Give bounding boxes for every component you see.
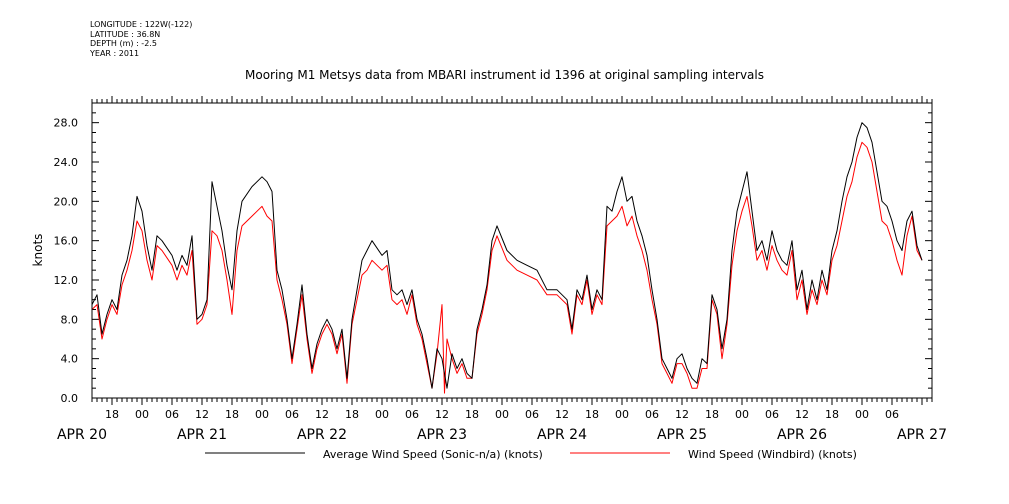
x-day-label: APR 24 xyxy=(537,427,587,443)
legend-label: Wind Speed (Windbird) (knots) xyxy=(688,448,857,461)
x-hour-tick-label: 12 xyxy=(675,408,689,421)
y-tick-label: 28.0 xyxy=(54,117,79,130)
x-hour-tick-label: 06 xyxy=(165,408,179,421)
x-hour-tick-label: 18 xyxy=(345,408,359,421)
series-line-sonic xyxy=(91,122,923,389)
meta-latitude: LATITUDE : 36.8N xyxy=(90,29,161,39)
x-hour-tick-label: 12 xyxy=(315,408,329,421)
x-hour-tick-label: 00 xyxy=(735,408,749,421)
x-hour-tick-label: 12 xyxy=(195,408,209,421)
x-hour-tick-label: 06 xyxy=(645,408,659,421)
x-day-label: APR 22 xyxy=(297,427,347,443)
x-hour-tick-label: 06 xyxy=(885,408,899,421)
x-day-label: APR 25 xyxy=(657,427,707,443)
x-tick-labels: 18 00 06 12 18 00 06 12 18 00 06 12 18 00 06 12 18 00 06 12… xyxy=(57,408,947,443)
x-hour-tick-label: 06 xyxy=(285,408,299,421)
y-tick-label: 16.0 xyxy=(54,235,79,248)
x-hour-tick-label: 00 xyxy=(375,408,389,421)
y-tick-label: 0.0 xyxy=(61,392,79,405)
x-hour-tick-label: 12 xyxy=(795,408,809,421)
x-hour-tick-label: 18 xyxy=(105,408,119,421)
y-tick-label: 4.0 xyxy=(61,353,79,366)
y-tick-label: 8.0 xyxy=(61,313,79,326)
series-line-windbird xyxy=(91,141,923,394)
y-tick-labels: 0.0 4.0 8.0 12.0 16.0 20.0 24.0 28.0 xyxy=(54,117,79,405)
x-day-label: APR 27 xyxy=(897,427,947,443)
meta-depth: DEPTH (m) : -2.5 xyxy=(90,39,157,48)
x-hour-tick-label: 00 xyxy=(855,408,869,421)
axis-ticks xyxy=(91,96,933,405)
y-tick-label: 20.0 xyxy=(54,195,79,208)
y-axis-label: knots xyxy=(31,234,45,267)
x-day-label: APR 20 xyxy=(57,427,107,443)
x-hour-tick-label: 18 xyxy=(465,408,479,421)
metadata-block: LONGITUDE : 122W(-122) LATITUDE : 36.8N … xyxy=(90,20,192,58)
plot-frame xyxy=(91,102,933,399)
x-hour-tick-label: 00 xyxy=(615,408,629,421)
y-tick-label: 24.0 xyxy=(54,156,79,169)
x-hour-tick-label: 18 xyxy=(225,408,239,421)
x-hour-tick-label: 06 xyxy=(525,408,539,421)
x-hour-tick-label: 18 xyxy=(825,408,839,421)
legend: Average Wind Speed (Sonic-n/a) (knots) Wi… xyxy=(205,448,857,461)
y-tick-label: 12.0 xyxy=(54,274,79,287)
x-day-label: APR 26 xyxy=(777,427,827,443)
x-hour-tick-label: 00 xyxy=(495,408,509,421)
x-hour-tick-label: 06 xyxy=(405,408,419,421)
x-day-label: APR 23 xyxy=(417,427,467,443)
series-layer xyxy=(91,122,923,394)
x-day-label: APR 21 xyxy=(177,427,227,443)
x-hour-tick-label: 06 xyxy=(765,408,779,421)
x-hour-tick-label: 18 xyxy=(585,408,599,421)
x-hour-tick-label: 12 xyxy=(555,408,569,421)
meta-year: YEAR : 2011 xyxy=(90,48,140,58)
x-hour-tick-label: 18 xyxy=(705,408,719,421)
meta-longitude: LONGITUDE : 122W(-122) xyxy=(90,20,193,29)
x-hour-tick-label: 00 xyxy=(135,408,149,421)
x-hour-tick-label: 00 xyxy=(255,408,269,421)
x-hour-tick-label: 12 xyxy=(435,408,449,421)
chart-title: Mooring M1 Metsys data from MBARI instru… xyxy=(245,68,764,82)
legend-label: Average Wind Speed (Sonic-n/a) (knots) xyxy=(323,448,543,461)
